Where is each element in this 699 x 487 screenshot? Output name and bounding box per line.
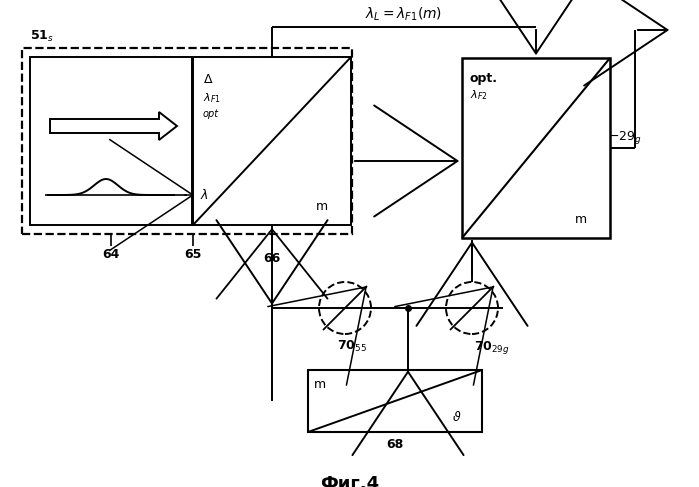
Text: $-$29$_g$: $-$29$_g$ xyxy=(608,129,642,146)
Text: 70$_{55}$: 70$_{55}$ xyxy=(337,339,367,354)
Text: 65: 65 xyxy=(185,248,202,261)
Text: m: m xyxy=(314,378,326,391)
Text: $\Delta$: $\Delta$ xyxy=(203,73,213,86)
Bar xyxy=(308,370,482,432)
Text: 70$_{29g}$: 70$_{29g}$ xyxy=(474,339,510,356)
Text: $\lambda$: $\lambda$ xyxy=(200,188,209,202)
Text: 68: 68 xyxy=(387,438,403,451)
Text: Фиг.4: Фиг.4 xyxy=(320,475,380,487)
Text: m: m xyxy=(575,213,587,226)
Text: $\vartheta$: $\vartheta$ xyxy=(452,410,461,424)
Text: $\lambda_{F1}$: $\lambda_{F1}$ xyxy=(203,91,221,105)
Bar xyxy=(30,57,192,225)
Bar xyxy=(193,57,351,225)
Text: opt: opt xyxy=(203,109,219,119)
Bar xyxy=(462,58,610,238)
Text: $\lambda_{F2}$: $\lambda_{F2}$ xyxy=(470,88,488,102)
Text: 51$_s$: 51$_s$ xyxy=(30,29,54,44)
Bar xyxy=(22,48,352,234)
Text: 64: 64 xyxy=(102,248,120,261)
Text: $\lambda_L = \lambda_{F1}(m)$: $\lambda_L = \lambda_{F1}(m)$ xyxy=(366,5,442,23)
Polygon shape xyxy=(50,112,177,140)
Text: m: m xyxy=(316,200,328,213)
Text: opt.: opt. xyxy=(470,72,498,85)
Text: 66: 66 xyxy=(264,252,280,265)
